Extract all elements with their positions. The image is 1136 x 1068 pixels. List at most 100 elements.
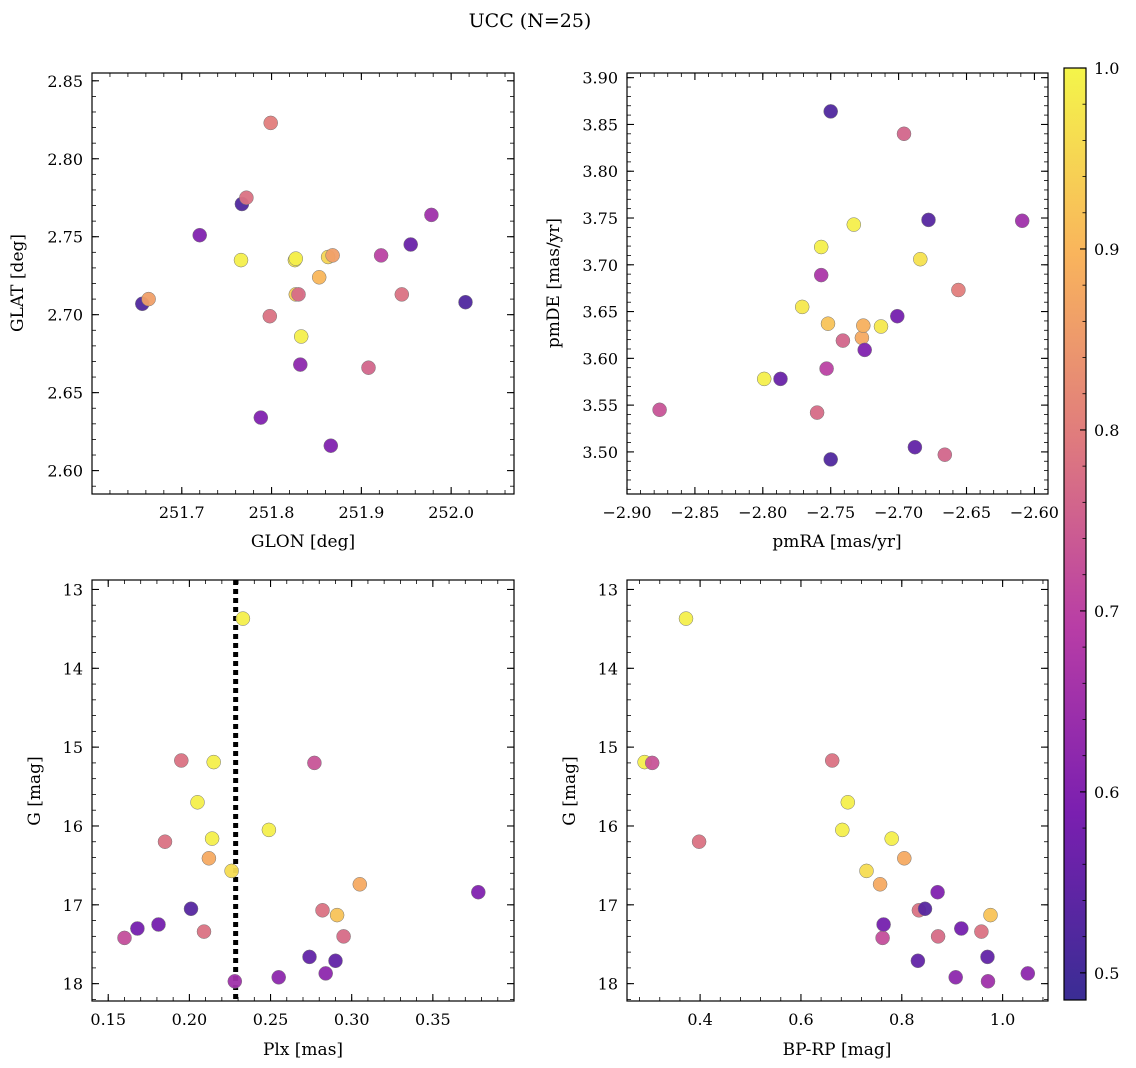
y-axis-label: G [mag] <box>560 756 580 825</box>
scatter-point <box>130 921 145 936</box>
x-tick-label: 0.20 <box>172 1010 208 1029</box>
scatter-point <box>325 248 340 263</box>
scatter-point <box>1020 966 1036 981</box>
scatter-point <box>951 282 966 298</box>
scatter-point <box>458 294 473 310</box>
scatter-point <box>937 447 953 462</box>
colorbar-tick-label: 0.7 <box>1094 602 1119 621</box>
scatter-point <box>890 308 905 324</box>
scatter-point <box>823 452 838 467</box>
y-tick-label: 3.65 <box>582 303 618 322</box>
scatter-point <box>813 239 829 255</box>
scatter-point <box>809 405 825 420</box>
x-tick-label: −2.70 <box>874 503 923 522</box>
x-tick-label: 0.8 <box>889 1010 914 1029</box>
scatter-point <box>856 318 871 333</box>
y-axis-label: GLAT [deg] <box>8 234 28 332</box>
scatter-point <box>954 921 969 936</box>
scatter-point <box>873 319 889 334</box>
scatter-point <box>157 834 173 849</box>
figure-title: UCC (N=25) <box>469 10 592 32</box>
scatter-point <box>652 402 667 418</box>
y-axis-label: pmDE [mas/yr] <box>544 218 564 348</box>
scatter-point <box>813 267 829 283</box>
scatter-point <box>424 207 439 223</box>
scatter-point <box>678 611 694 626</box>
scatter-point <box>644 755 660 771</box>
scatter-point <box>323 438 339 453</box>
scatter-point <box>253 410 269 425</box>
scatter-point <box>394 287 410 302</box>
scatter-point <box>840 795 856 810</box>
scatter-point <box>352 877 368 892</box>
scatter-point <box>756 371 772 387</box>
scatter-point <box>196 924 212 939</box>
y-tick-label: 2.75 <box>47 228 83 247</box>
scatter-point <box>819 361 834 376</box>
x-tick-label: 0.30 <box>334 1010 370 1029</box>
scatter-point <box>835 822 850 838</box>
scatter-point <box>201 851 217 866</box>
scatter-point <box>235 611 251 626</box>
scatter-point <box>329 907 345 923</box>
scatter-point <box>691 834 707 849</box>
scatter-point <box>859 863 874 879</box>
y-tick-label: 17 <box>598 896 618 915</box>
axis-ticks: 0.15 0.20 0.25 0.30 0.35 13 14 15 16 17 18 <box>63 580 515 1029</box>
colorbar-tick-label: 1.0 <box>1094 59 1119 78</box>
scatter-point <box>224 863 239 879</box>
x-tick-label: −2.65 <box>942 503 991 522</box>
scatter-point <box>1014 213 1030 229</box>
plot-frame <box>626 579 1049 1002</box>
y-tick-label: 2.70 <box>47 306 83 325</box>
scatter-point <box>293 357 308 372</box>
panel-bprp-g: 0.4 0.6 0.8 1.0 13 14 15 16 17 18 BP-RP [mag] G [… <box>560 579 1049 1060</box>
y-tick-label: 2.60 <box>47 462 83 481</box>
colorbar-tick-label: 0.8 <box>1094 421 1119 440</box>
x-axis-label: Plx [mas] <box>263 1040 343 1060</box>
colorbar-ticks: 0.5 0.6 0.7 0.8 0.9 1.0 <box>1080 59 1119 983</box>
scatter-point <box>884 831 899 846</box>
colorbar-gradient <box>1063 67 1087 1001</box>
colorbar: 0.5 0.6 0.7 0.8 0.9 1.0 <box>1063 59 1119 1001</box>
scatter-point <box>291 287 306 302</box>
colorbar-tick-label: 0.9 <box>1094 240 1119 259</box>
scatter-point <box>823 104 838 119</box>
scatter-point <box>773 371 788 387</box>
y-tick-label: 3.60 <box>582 349 618 368</box>
y-tick-label: 3.55 <box>582 396 618 415</box>
y-tick-label: 15 <box>63 738 83 757</box>
y-tick-label: 3.90 <box>582 69 618 88</box>
scatter-point <box>315 903 330 918</box>
scatter-point <box>117 930 132 946</box>
scatter-point <box>141 291 156 307</box>
scatter-point <box>471 884 486 900</box>
colorbar-tick-label: 0.5 <box>1094 964 1119 983</box>
scatter-point <box>403 237 418 252</box>
scatter-point <box>980 974 996 989</box>
scatter-point <box>896 126 912 142</box>
panel-glon-glat: 251.7 251.8 251.9 252.0 2.60 2.65 2.70 2.75 2.80… <box>8 72 515 552</box>
y-tick-label: 2.80 <box>47 150 83 169</box>
y-tick-label: 13 <box>63 580 83 599</box>
scatter-point <box>897 851 912 866</box>
scatter-point <box>910 953 926 969</box>
y-tick-label: 18 <box>63 975 83 994</box>
scatter-point <box>174 753 189 768</box>
x-tick-label: 251.8 <box>249 503 295 522</box>
scatter-point <box>204 831 220 846</box>
plot-frame <box>91 72 515 495</box>
y-tick-label: 18 <box>598 975 618 994</box>
scatter-point <box>302 949 317 965</box>
scatter-point <box>227 974 243 989</box>
x-tick-label: 0.35 <box>415 1010 451 1029</box>
scatter-point <box>271 970 286 985</box>
scatter-point <box>336 929 351 944</box>
plot-frame <box>626 72 1049 495</box>
x-tick-label: 251.9 <box>338 503 384 522</box>
x-tick-label: 1.0 <box>990 1010 1015 1029</box>
x-axis-label: GLON [deg] <box>251 532 355 552</box>
scatter-point <box>824 753 840 768</box>
scatter-point <box>183 901 199 917</box>
scatter-points <box>652 104 1030 467</box>
